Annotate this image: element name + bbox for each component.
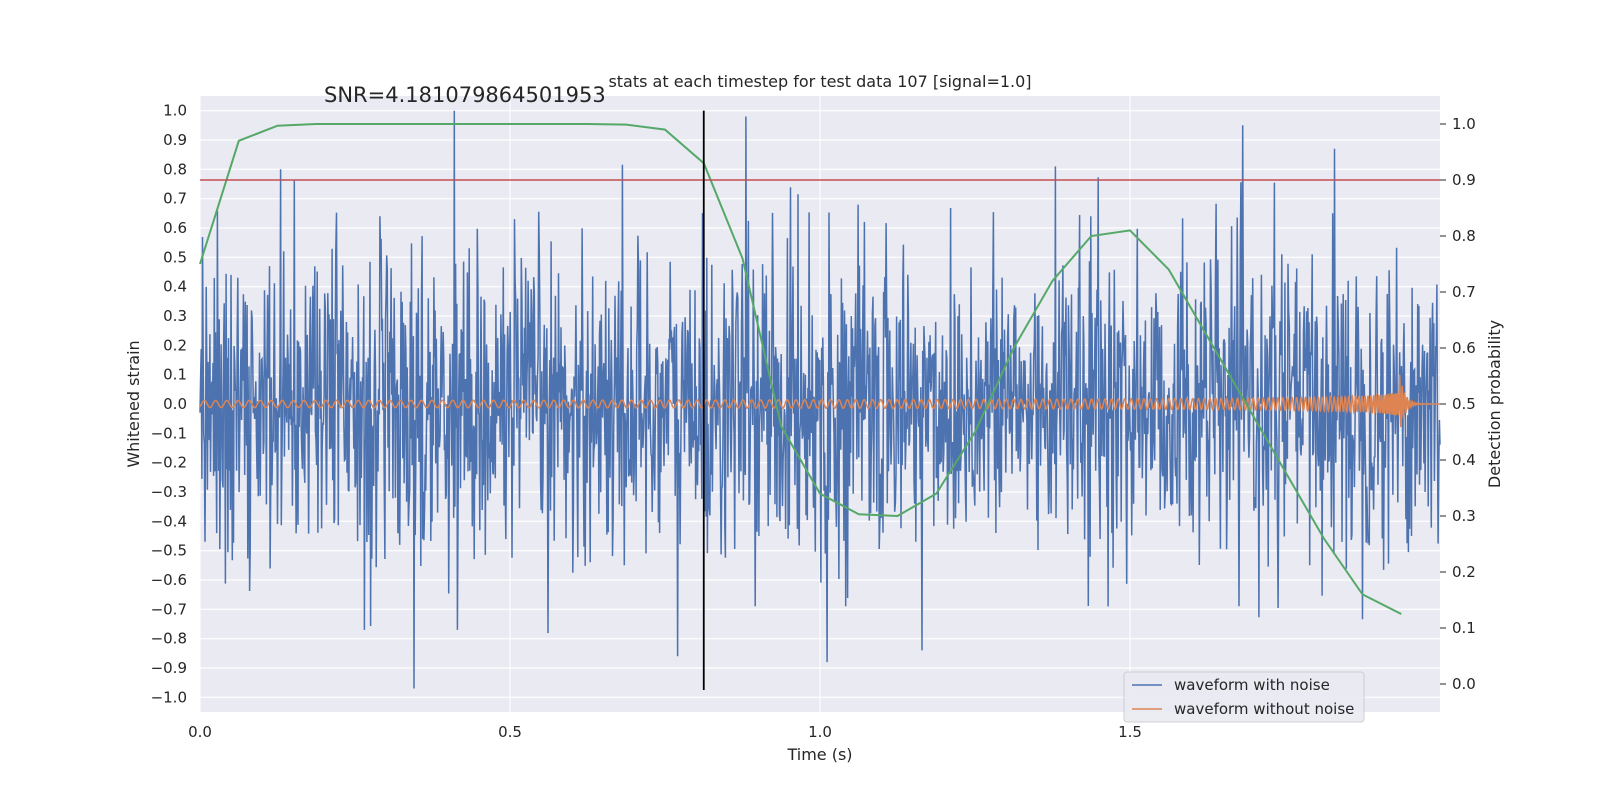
y-tick-label: 0.9 xyxy=(163,131,187,149)
legend: waveform with noise waveform without noi… xyxy=(1123,671,1365,723)
x-axis-label: Time (s) xyxy=(786,745,852,764)
y-tick-label: −0.2 xyxy=(151,454,187,472)
y2-tick-label: 0.0 xyxy=(1452,675,1476,693)
y-tick-label: 0.3 xyxy=(163,307,187,325)
x-tick-label: 0.5 xyxy=(498,723,522,741)
x-tick-label: 0.0 xyxy=(188,723,212,741)
y-tick-label: 0.6 xyxy=(163,219,187,237)
noisy-waveform-line xyxy=(199,110,1441,689)
y2-tick-label: 0.2 xyxy=(1452,563,1476,581)
y2-tick-label: 0.9 xyxy=(1452,171,1476,189)
y-tick-label: −0.9 xyxy=(151,659,187,677)
y-tick-label: 0.2 xyxy=(163,336,187,354)
y2-tick-label: 0.8 xyxy=(1452,227,1476,245)
noisy-waveform-series xyxy=(199,110,1441,689)
y-tick-label: 0.4 xyxy=(163,278,187,296)
y-tick-label: −1.0 xyxy=(151,688,187,706)
clean-waveform-series xyxy=(199,374,1440,428)
y2-tick-label: 0.1 xyxy=(1452,619,1476,637)
legend-label-noisy: waveform with noise xyxy=(1174,676,1330,694)
y2-axis-label: Detection probability xyxy=(1485,320,1504,488)
y-tick-label: −0.7 xyxy=(151,600,187,618)
y-axis-ticks: 1.0 0.9 0.8 0.7 0.6 0.5 0.4 0.3 0.2 0.1 0.0 −0.1 −0.… xyxy=(151,102,187,707)
x-tick-label: 1.0 xyxy=(808,723,832,741)
y-tick-label: −0.4 xyxy=(151,512,187,530)
y2-tick-label: 0.3 xyxy=(1452,507,1476,525)
y-tick-label: 0.0 xyxy=(163,395,187,413)
y2-tick-label: 0.5 xyxy=(1452,395,1476,413)
y-tick-label: −0.6 xyxy=(151,571,187,589)
y2-tick-label: 0.6 xyxy=(1452,339,1476,357)
y-tick-label: 1.0 xyxy=(163,102,187,120)
y-tick-label: −0.3 xyxy=(151,483,187,501)
y2-axis-ticks: 1.0 0.9 0.8 0.7 0.6 0.5 0.4 0.3 0.2 0.1 0.0 xyxy=(1440,115,1476,693)
chart-title: stats at each timestep for test data 107… xyxy=(608,72,1031,91)
y-tick-label: −0.8 xyxy=(151,630,187,648)
legend-box xyxy=(1123,671,1365,723)
y2-tick-label: 1.0 xyxy=(1452,115,1476,133)
y-tick-label: 0.1 xyxy=(163,366,187,384)
y-tick-label: 0.8 xyxy=(163,160,187,178)
clean-waveform-line xyxy=(199,374,1440,428)
y2-tick-label: 0.7 xyxy=(1452,283,1476,301)
y2-tick-label: 0.4 xyxy=(1452,451,1476,469)
x-tick-label: 1.5 xyxy=(1118,723,1142,741)
y-tick-label: −0.1 xyxy=(151,424,187,442)
y-tick-label: −0.5 xyxy=(151,542,187,560)
overlay-lines xyxy=(200,110,1440,690)
y-tick-label: 0.7 xyxy=(163,190,187,208)
y-tick-label: 0.5 xyxy=(163,248,187,266)
detection-probability-line xyxy=(199,123,1402,615)
y-axis-label: Whitened strain xyxy=(124,340,143,467)
legend-label-clean: waveform without noise xyxy=(1174,700,1354,718)
x-axis-ticks: 0.0 0.5 1.0 1.5 xyxy=(188,723,1142,741)
detection-probability-series xyxy=(199,123,1402,615)
snr-annotation: SNR=4.181079864501953 xyxy=(324,83,606,107)
